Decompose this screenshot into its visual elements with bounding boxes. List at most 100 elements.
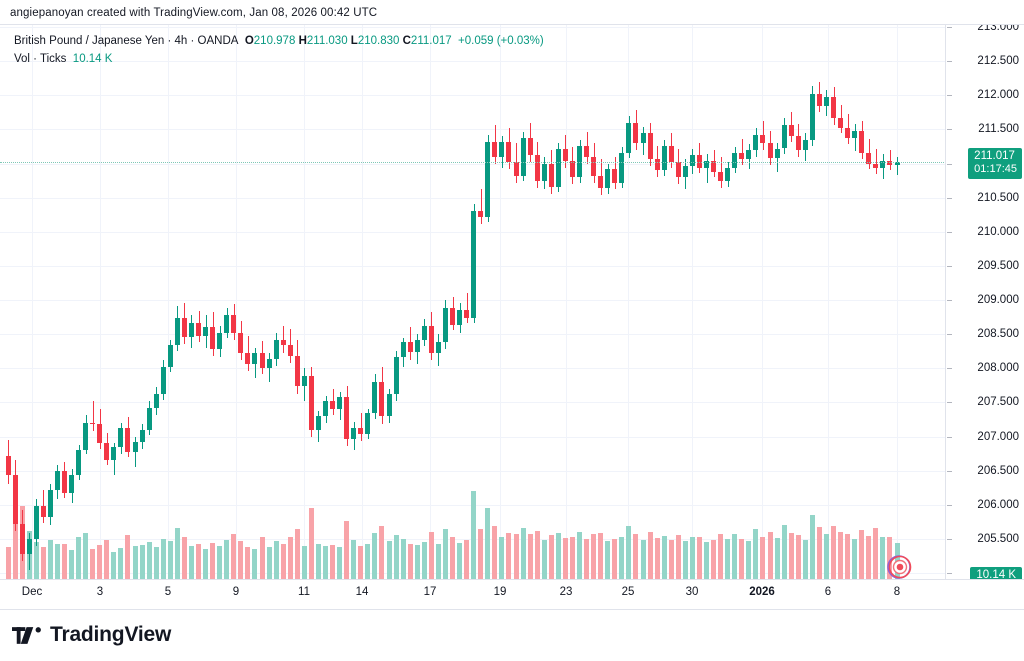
candle-body [541,163,547,182]
time-axis-label[interactable]: 19 [493,586,507,598]
volume-bar [753,529,759,579]
volume-bar [174,527,180,579]
candle-body [407,342,413,352]
price-axis-label: 207.000 [977,430,1019,443]
volume-bar [379,525,385,579]
candle-body [210,327,216,350]
volume-bar [308,508,314,579]
candle-body [760,134,766,144]
candle-body [273,339,279,359]
candle-body [732,152,738,168]
grid-line-vertical [236,25,237,579]
candle-body [61,470,67,493]
candle-body [266,358,272,369]
volume-bar [457,542,463,579]
candle-body [231,315,237,333]
time-axis-label[interactable]: 11 [298,586,310,598]
time-axis-label[interactable]: 5 [164,586,172,598]
candle-body [746,149,752,160]
grid-line-horizontal [0,61,945,62]
candle-body [591,156,597,176]
candle-body [457,309,463,325]
volume-bar [188,546,194,579]
price-axis-tick [947,232,952,233]
candle-body [767,143,773,159]
volume-bar [224,540,230,579]
time-axis-label[interactable]: 9 [232,586,240,598]
time-axis-label[interactable]: 2026 [749,586,775,598]
volume-bar [732,533,738,579]
volume-bar [393,535,399,579]
volume-bar [478,529,484,579]
chart-plot-area[interactable] [0,25,946,579]
candle-body [802,140,808,150]
volume-bar [47,540,53,579]
time-axis-label[interactable]: 8 [893,586,901,598]
grid-line-horizontal [0,164,945,165]
volume-bar [294,529,300,579]
time-axis[interactable]: Dec 3 5 9 11 14 17 19 23 25 30 2026 6 8 [0,580,1024,610]
candle-body [866,152,872,164]
candle-body [626,122,632,153]
candle-body [76,450,82,475]
price-axis-tick [947,471,952,472]
candle-body [393,357,399,395]
candle-body [83,422,89,451]
candle-wick [481,189,482,224]
volume-bar [781,525,787,579]
candle-body [555,148,561,187]
price-axis-tick [947,129,952,130]
candle-body [823,96,829,107]
volume-bar [647,532,653,579]
volume-bar [5,547,11,579]
volume-bar [238,540,244,579]
candle-body [301,376,307,387]
volume-bar [83,533,89,579]
volume-bar [125,534,131,579]
volume-bar [866,535,872,579]
volume-bar [725,539,731,579]
candle-body [795,136,801,150]
candle-body [287,345,293,356]
time-axis-label[interactable]: 30 [685,586,699,598]
grid-line-vertical [430,25,431,579]
volume-bar [823,533,829,579]
volume-bar [880,537,886,579]
candle-body [520,137,526,176]
time-axis-label[interactable]: 25 [621,586,635,598]
candle-body [704,160,709,168]
candle-body [54,470,60,490]
volume-bar [471,490,477,579]
candle-body [167,345,173,367]
volume-bar [584,539,590,579]
candle-body [104,443,110,460]
price-axis-label: 211.500 [978,123,1019,136]
time-axis-label[interactable]: 3 [96,586,104,598]
time-axis-label[interactable]: 17 [423,586,437,598]
volume-bar [852,538,858,579]
volume-bar [160,539,166,579]
candle-body [569,160,575,178]
volume-bar [591,534,597,579]
volume-bar [689,537,695,579]
time-axis-label[interactable]: 14 [355,586,369,598]
volume-bar [577,531,582,579]
price-axis[interactable]: 213.000212.500212.000211.500211.000210.5… [947,25,1024,579]
candle-body [739,152,745,160]
tradingview-footer: TradingView [12,620,171,650]
volume-bar [816,527,822,579]
current-price-badge: 211.017 01:17:45 [968,148,1022,180]
time-axis-label[interactable]: 6 [824,586,832,598]
grid-line-vertical [100,25,101,579]
grid-line-vertical [897,25,898,579]
time-axis-label[interactable]: 23 [559,586,573,598]
candle-body [315,416,321,430]
candle-wick [707,153,708,183]
candle-body [598,175,604,189]
price-axis-tick [947,61,952,62]
time-axis-label[interactable]: Dec [21,586,43,598]
candle-body [196,323,201,336]
candle-body [527,137,533,156]
price-axis-label: 210.000 [977,225,1019,238]
volume-bar [887,536,893,579]
